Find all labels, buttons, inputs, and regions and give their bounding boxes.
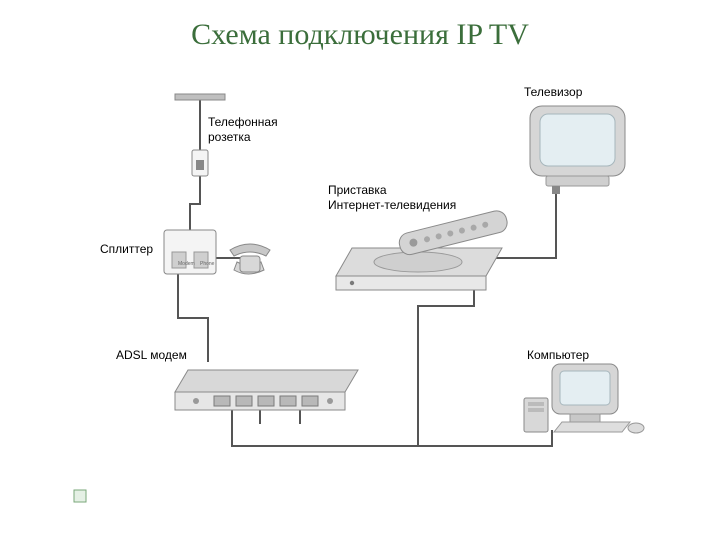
node-splitter: Modem Phone <box>164 230 216 274</box>
label-jack: Телефонная розетка <box>208 115 278 145</box>
node-adsl-modem <box>175 370 358 410</box>
label-modem: ADSL модем <box>116 348 187 363</box>
label-splitter: Сплиттер <box>100 242 153 257</box>
corner-marker-icon <box>74 490 86 502</box>
node-set-top-box <box>336 248 502 290</box>
svg-text:Phone: Phone <box>200 261 215 267</box>
diagram-canvas: Modem Phone <box>0 0 720 540</box>
svg-text:Modem: Modem <box>178 261 195 267</box>
node-tv <box>530 106 625 194</box>
node-pc <box>524 364 644 433</box>
label-stb: Приставка Интернет-телевидения <box>328 183 456 213</box>
node-line-in <box>175 94 225 100</box>
node-phone-jack <box>192 150 208 176</box>
label-tv: Телевизор <box>524 85 582 100</box>
label-pc: Компьютер <box>527 348 589 363</box>
